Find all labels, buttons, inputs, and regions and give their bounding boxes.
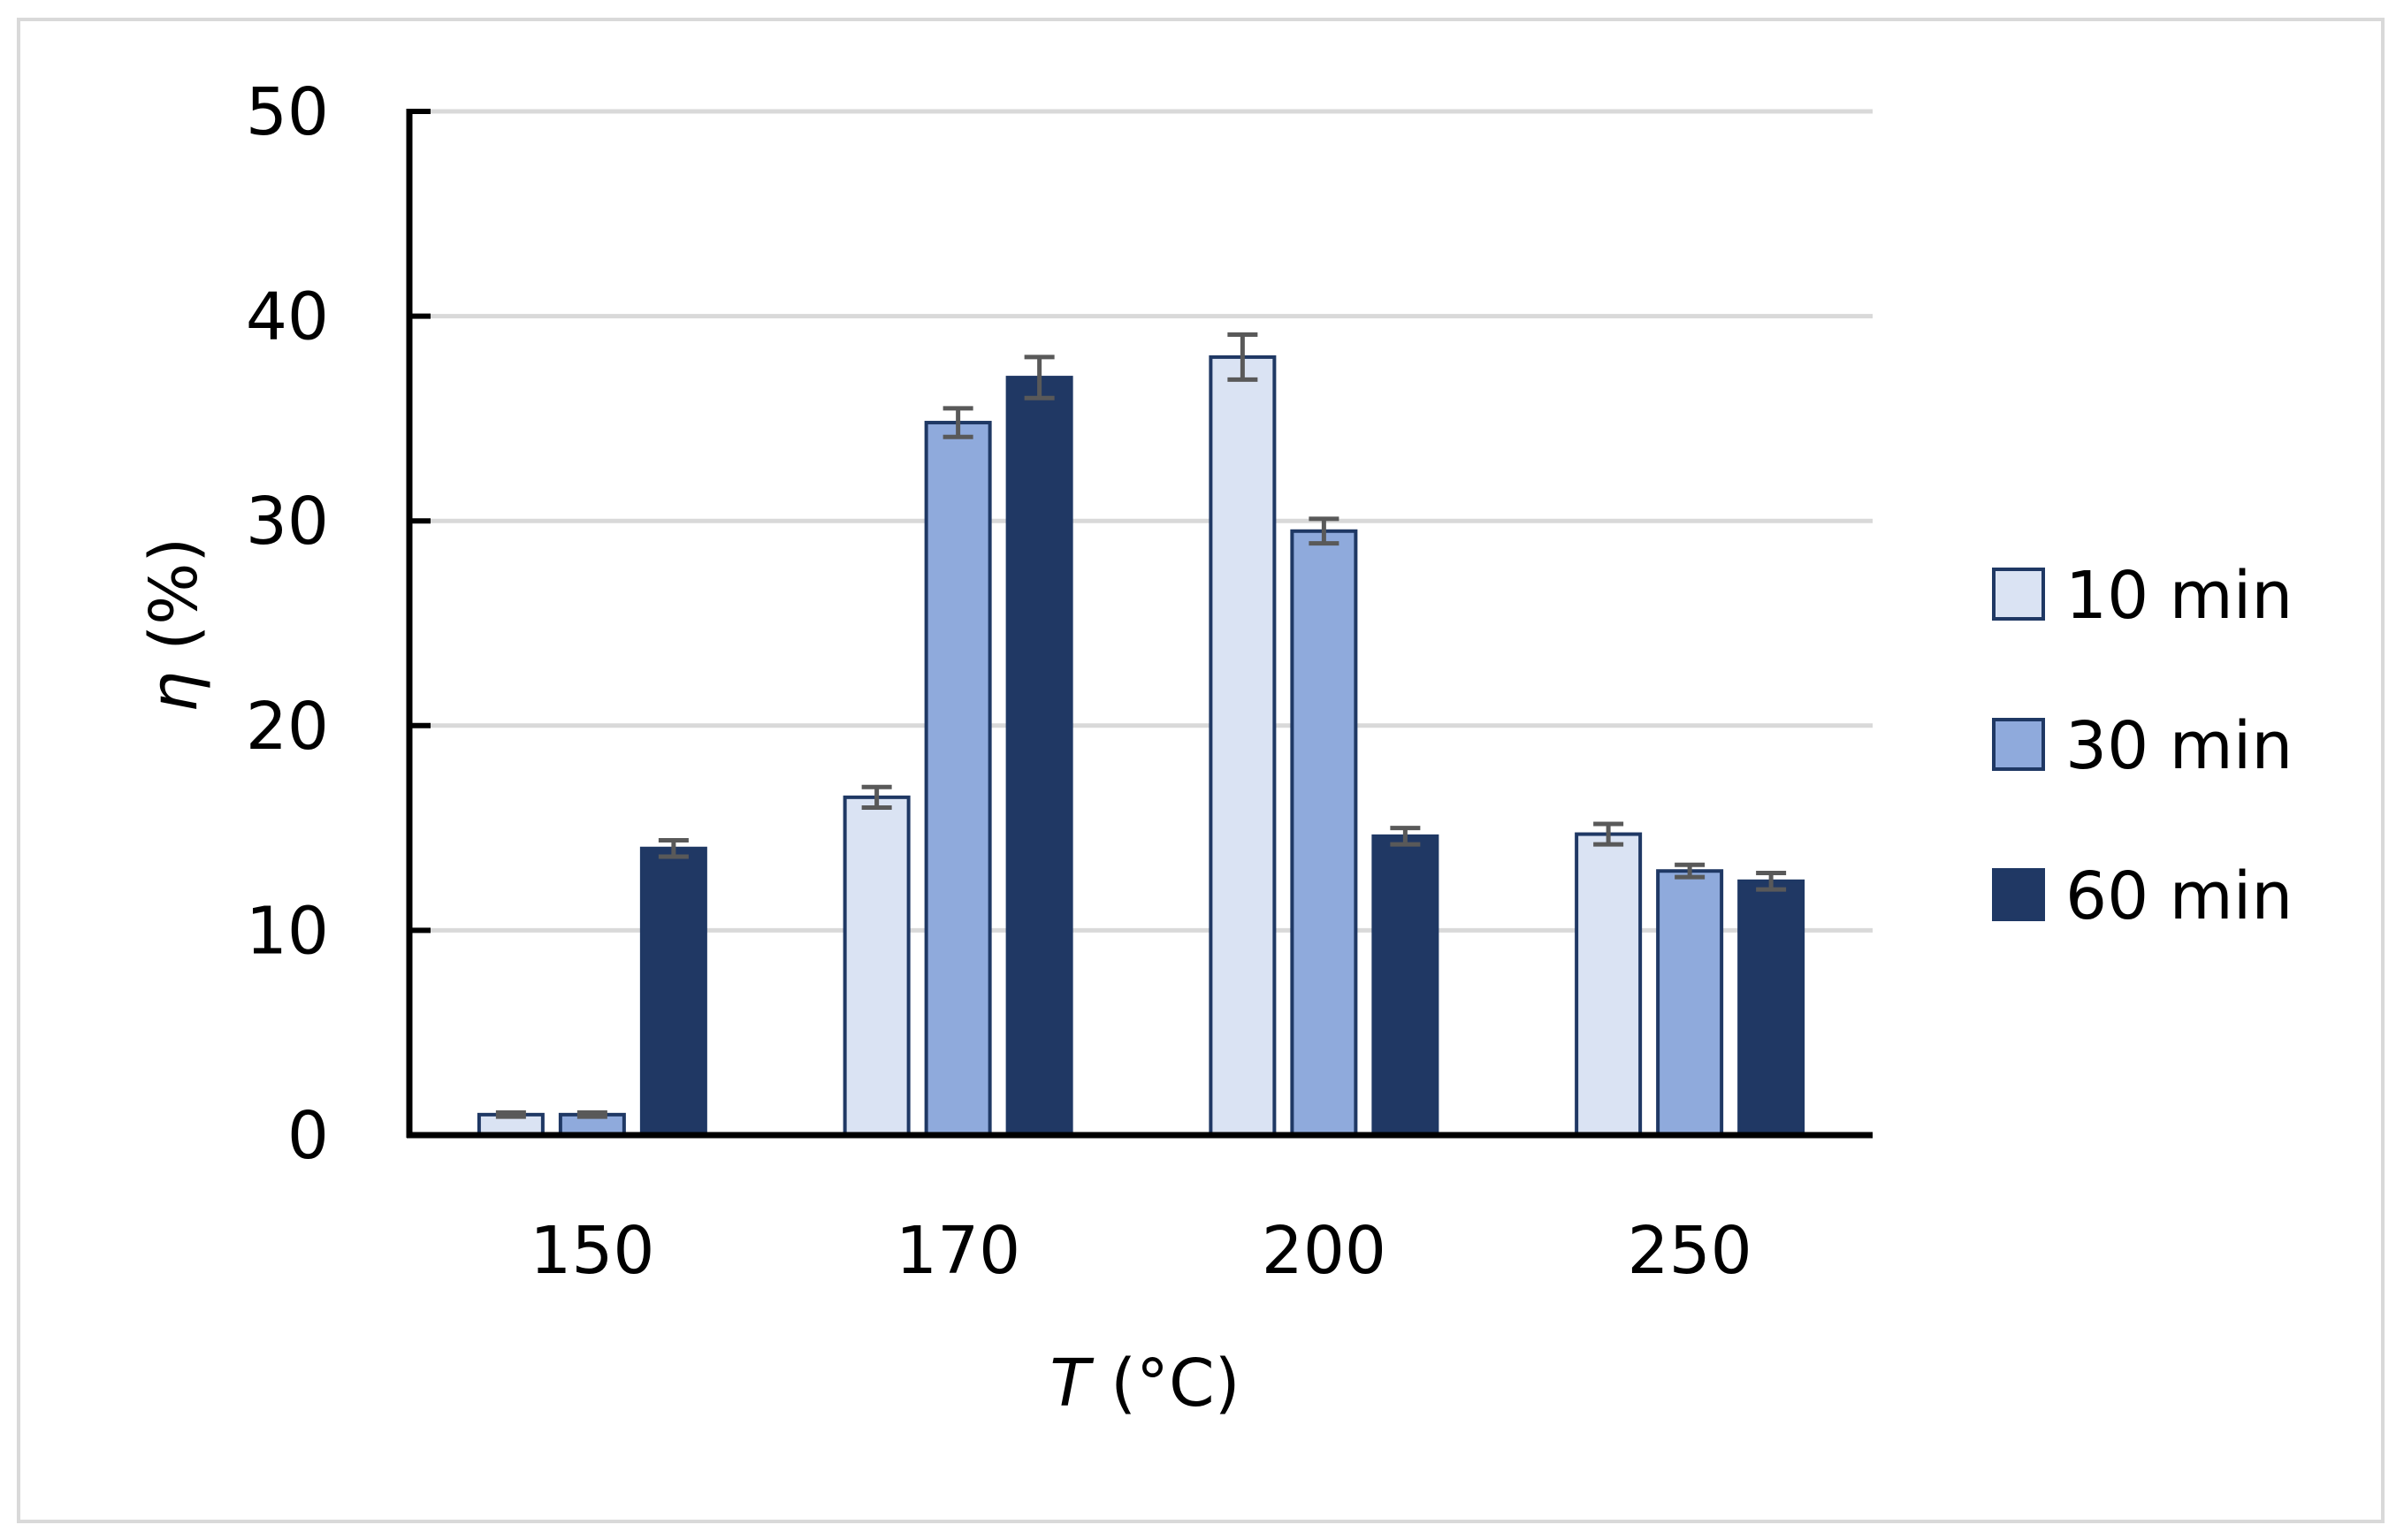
error-bar-170-10-min <box>861 784 892 810</box>
legend-swatch-30-min <box>1992 718 2045 771</box>
chart-border <box>17 18 2385 1523</box>
error-bars <box>495 332 1787 1119</box>
x-tick-label-200: 200 <box>1262 1213 1386 1289</box>
y-axis-variable: η <box>136 671 212 713</box>
error-bar-150-60-min <box>658 837 689 859</box>
y-axis-unit: (%) <box>136 537 212 672</box>
svg-text:T (°C): T (°C) <box>1049 1346 1240 1422</box>
bar-250-10-min <box>1575 832 1643 1137</box>
tick-labels: 0 10 20 30 40 50 150 170 200 250 <box>246 74 1752 1289</box>
bars <box>477 355 1805 1138</box>
error-bar-250-60-min <box>1756 871 1787 892</box>
error-bar-250-30-min <box>1675 862 1706 880</box>
y-tick-label-20: 20 <box>246 689 329 765</box>
bar-200-60-min <box>1371 834 1439 1137</box>
y-tick-label-40: 40 <box>246 279 329 355</box>
legend: 10 min 30 min 60 min <box>1992 558 2293 934</box>
legend-swatch-60-min <box>1992 868 2045 921</box>
x-axis-title: T (°C) <box>1049 1346 1240 1422</box>
axes <box>406 109 1873 1139</box>
error-bar-150-10-min <box>495 1110 526 1119</box>
bar-200-10-min <box>1209 355 1277 1138</box>
y-tick-label-50: 50 <box>246 74 329 150</box>
legend-item-30-min: 30 min <box>1992 708 2293 784</box>
y-tick-label-10: 10 <box>246 893 329 969</box>
error-bar-200-30-min <box>1309 516 1339 546</box>
legend-item-60-min: 60 min <box>1992 858 2293 934</box>
bar-170-10-min <box>843 795 911 1137</box>
bar-250-30-min <box>1656 869 1724 1138</box>
bar-170-60-min <box>1005 376 1073 1137</box>
error-bar-170-30-min <box>943 406 973 439</box>
bar-200-30-min <box>1290 529 1358 1137</box>
y-tick-label-30: 30 <box>246 484 329 560</box>
error-bar-250-10-min <box>1593 821 1624 847</box>
bar-150-60-min <box>639 846 707 1137</box>
legend-swatch-10-min <box>1992 568 2045 621</box>
bar-250-60-min <box>1737 879 1805 1137</box>
error-bar-200-60-min <box>1390 826 1421 847</box>
x-tick-label-150: 150 <box>530 1213 654 1289</box>
error-bar-200-10-min <box>1227 332 1258 382</box>
svg-text:η (%): η (%) <box>136 537 212 713</box>
legend-item-10-min: 10 min <box>1992 558 2293 634</box>
legend-label-60-min: 60 min <box>2065 858 2293 934</box>
x-tick-label-250: 250 <box>1628 1213 1752 1289</box>
error-bar-150-30-min <box>576 1110 607 1119</box>
y-axis-title: η (%) <box>136 537 212 713</box>
legend-label-10-min: 10 min <box>2065 558 2293 634</box>
error-bar-170-60-min <box>1024 355 1055 400</box>
x-axis-variable: T <box>1049 1346 1095 1422</box>
y-tick-label-0: 0 <box>287 1098 329 1174</box>
x-axis-unit: (°C) <box>1090 1346 1240 1422</box>
bar-170-30-min <box>924 421 992 1138</box>
legend-label-30-min: 30 min <box>2065 708 2293 784</box>
x-tick-label-170: 170 <box>896 1213 1020 1289</box>
